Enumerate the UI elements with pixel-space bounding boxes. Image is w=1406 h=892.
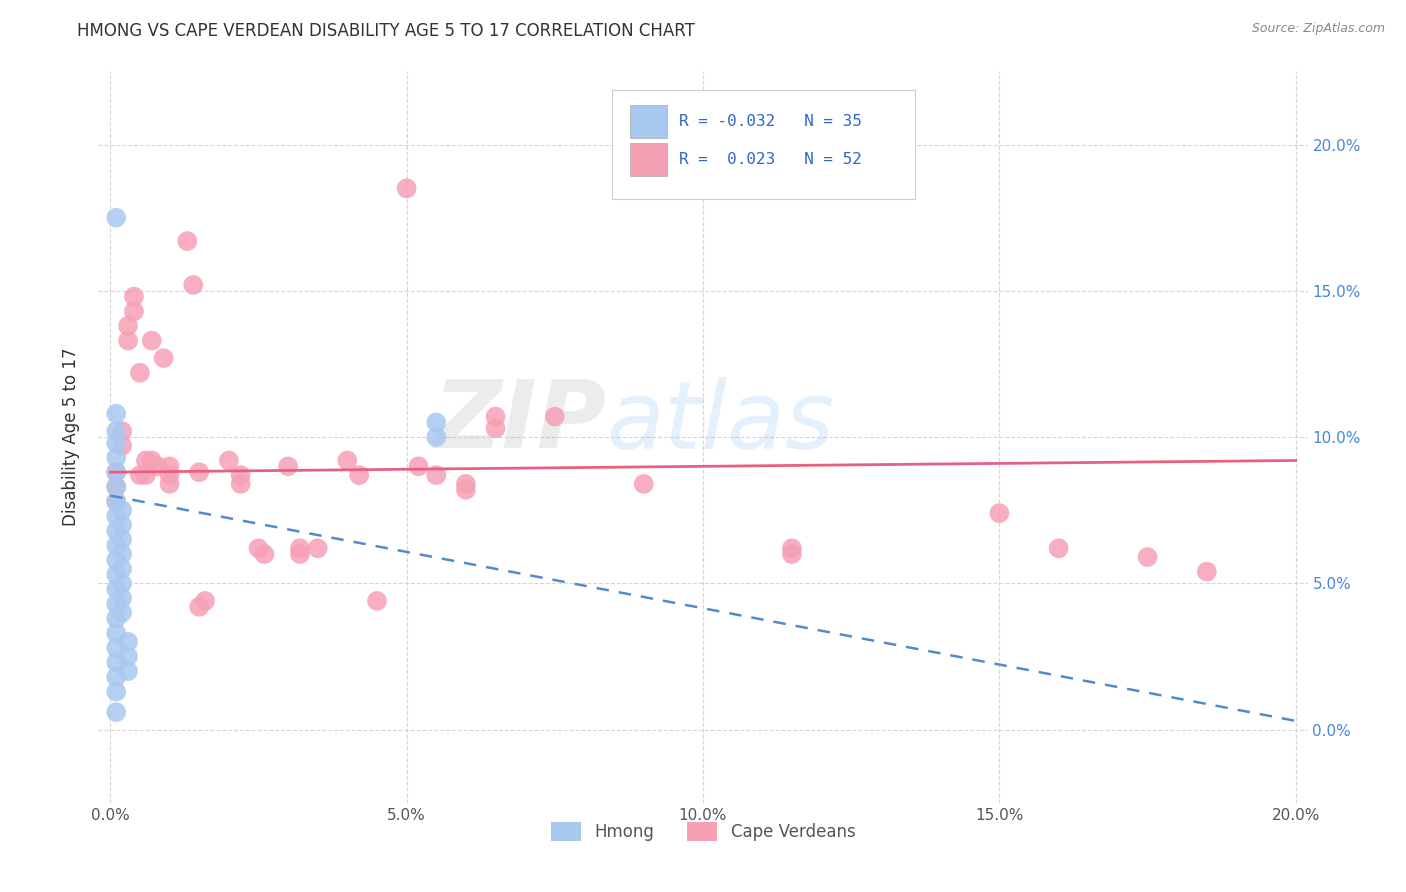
Point xyxy=(484,409,506,424)
Point xyxy=(105,211,128,225)
Point xyxy=(288,541,311,556)
Point xyxy=(105,424,128,438)
Point xyxy=(111,547,134,561)
Point xyxy=(105,626,128,640)
Point xyxy=(105,509,128,524)
Point xyxy=(105,494,128,508)
Point xyxy=(111,533,134,547)
Point xyxy=(105,597,128,611)
Text: R =  0.023   N = 52: R = 0.023 N = 52 xyxy=(679,152,862,167)
FancyBboxPatch shape xyxy=(613,90,915,200)
Point xyxy=(146,459,169,474)
Point xyxy=(347,468,370,483)
Point xyxy=(135,468,157,483)
Point xyxy=(307,541,329,556)
Point xyxy=(105,684,128,698)
Point xyxy=(111,424,134,438)
Point xyxy=(105,553,128,567)
Point xyxy=(1195,565,1218,579)
Point xyxy=(105,494,128,508)
Point xyxy=(111,439,134,453)
Point xyxy=(229,468,252,483)
Point xyxy=(218,453,240,467)
Point xyxy=(105,480,128,494)
Point xyxy=(105,611,128,625)
Point xyxy=(425,468,447,483)
Point xyxy=(247,541,270,556)
Point xyxy=(633,476,655,491)
Point xyxy=(117,318,139,333)
Point xyxy=(366,594,388,608)
Point xyxy=(780,541,803,556)
Point xyxy=(288,547,311,561)
Point xyxy=(105,465,128,479)
Point xyxy=(336,453,359,467)
Point xyxy=(188,465,211,479)
Point xyxy=(408,459,430,474)
Point xyxy=(105,582,128,597)
Point xyxy=(111,606,134,620)
Text: HMONG VS CAPE VERDEAN DISABILITY AGE 5 TO 17 CORRELATION CHART: HMONG VS CAPE VERDEAN DISABILITY AGE 5 T… xyxy=(77,22,695,40)
Point xyxy=(253,547,276,561)
Text: atlas: atlas xyxy=(606,377,835,468)
Point xyxy=(117,664,139,678)
Point xyxy=(105,656,128,670)
Point xyxy=(111,562,134,576)
Point xyxy=(544,409,567,424)
Legend: Hmong, Cape Verdeans: Hmong, Cape Verdeans xyxy=(543,814,863,849)
Point xyxy=(141,334,163,348)
Point xyxy=(425,430,447,444)
Point xyxy=(105,480,128,494)
Point xyxy=(111,503,134,517)
Point xyxy=(111,517,134,532)
Point xyxy=(105,450,128,465)
Point xyxy=(105,640,128,655)
Point xyxy=(105,524,128,538)
Text: R = -0.032   N = 35: R = -0.032 N = 35 xyxy=(679,113,862,128)
Point xyxy=(129,468,152,483)
Point xyxy=(159,459,181,474)
Bar xyxy=(630,104,666,137)
Point xyxy=(141,453,163,467)
Y-axis label: Disability Age 5 to 17: Disability Age 5 to 17 xyxy=(62,348,80,526)
Point xyxy=(176,234,198,248)
Point xyxy=(105,538,128,552)
Point xyxy=(122,304,145,318)
Point xyxy=(159,468,181,483)
Text: ZIP: ZIP xyxy=(433,376,606,468)
Point xyxy=(111,576,134,591)
Point xyxy=(117,635,139,649)
Point xyxy=(129,366,152,380)
Text: Source: ZipAtlas.com: Source: ZipAtlas.com xyxy=(1251,22,1385,36)
Point xyxy=(229,476,252,491)
Point xyxy=(105,465,128,479)
Point xyxy=(454,476,477,491)
Point xyxy=(988,506,1011,520)
Point xyxy=(105,670,128,684)
Point xyxy=(1136,549,1159,564)
Point xyxy=(152,351,174,365)
Point xyxy=(122,290,145,304)
Point xyxy=(194,594,217,608)
Point xyxy=(1047,541,1070,556)
Point xyxy=(111,591,134,605)
Point xyxy=(395,181,418,195)
Point xyxy=(425,416,447,430)
Point xyxy=(277,459,299,474)
Point xyxy=(105,705,128,719)
Point xyxy=(484,421,506,435)
Bar xyxy=(630,143,666,176)
Point xyxy=(454,483,477,497)
Point xyxy=(117,649,139,664)
Point xyxy=(105,436,128,450)
Point xyxy=(159,476,181,491)
Point xyxy=(780,547,803,561)
Point xyxy=(105,567,128,582)
Point xyxy=(188,599,211,614)
Point xyxy=(135,453,157,467)
Point xyxy=(105,407,128,421)
Point xyxy=(117,334,139,348)
Point xyxy=(181,277,204,292)
